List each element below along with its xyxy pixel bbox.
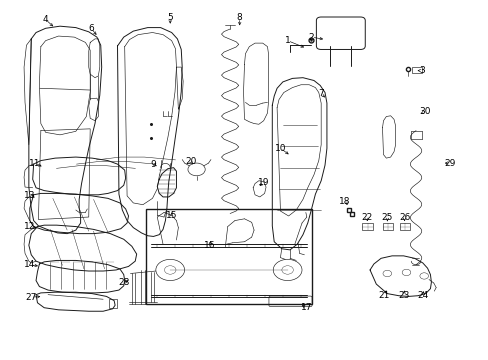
Text: 15: 15 [165, 211, 177, 220]
Text: 1: 1 [284, 36, 290, 45]
Text: 11: 11 [29, 158, 41, 167]
Text: 29: 29 [443, 158, 454, 167]
Text: 12: 12 [24, 222, 36, 231]
Text: 25: 25 [381, 213, 392, 222]
Text: 16: 16 [204, 241, 215, 250]
Text: 24: 24 [416, 291, 427, 300]
Text: 28: 28 [118, 278, 129, 287]
Bar [146, 209, 311, 304]
Text: 21: 21 [378, 291, 389, 300]
Text: 6: 6 [88, 24, 94, 33]
Text: 22: 22 [360, 213, 371, 222]
Text: 8: 8 [236, 13, 242, 22]
Text: 3: 3 [418, 66, 424, 75]
Text: 13: 13 [24, 191, 36, 200]
Text: 23: 23 [397, 291, 408, 300]
Bar [109, 299, 116, 308]
Text: 20: 20 [185, 157, 196, 166]
Bar [362, 223, 372, 230]
Text: 7: 7 [318, 89, 324, 98]
Text: 10: 10 [274, 144, 285, 153]
Text: 9: 9 [150, 159, 156, 168]
Text: 30: 30 [418, 107, 429, 116]
Text: 17: 17 [301, 303, 312, 312]
Bar [399, 223, 409, 230]
Bar [411, 67, 421, 73]
Text: 27: 27 [25, 293, 37, 302]
Text: 2: 2 [308, 33, 314, 42]
Text: 18: 18 [339, 197, 350, 206]
Bar [382, 223, 392, 230]
Text: 26: 26 [398, 213, 409, 222]
Text: 14: 14 [24, 260, 36, 269]
Text: 4: 4 [43, 15, 48, 24]
Text: 5: 5 [167, 13, 173, 22]
Text: 19: 19 [257, 178, 269, 187]
